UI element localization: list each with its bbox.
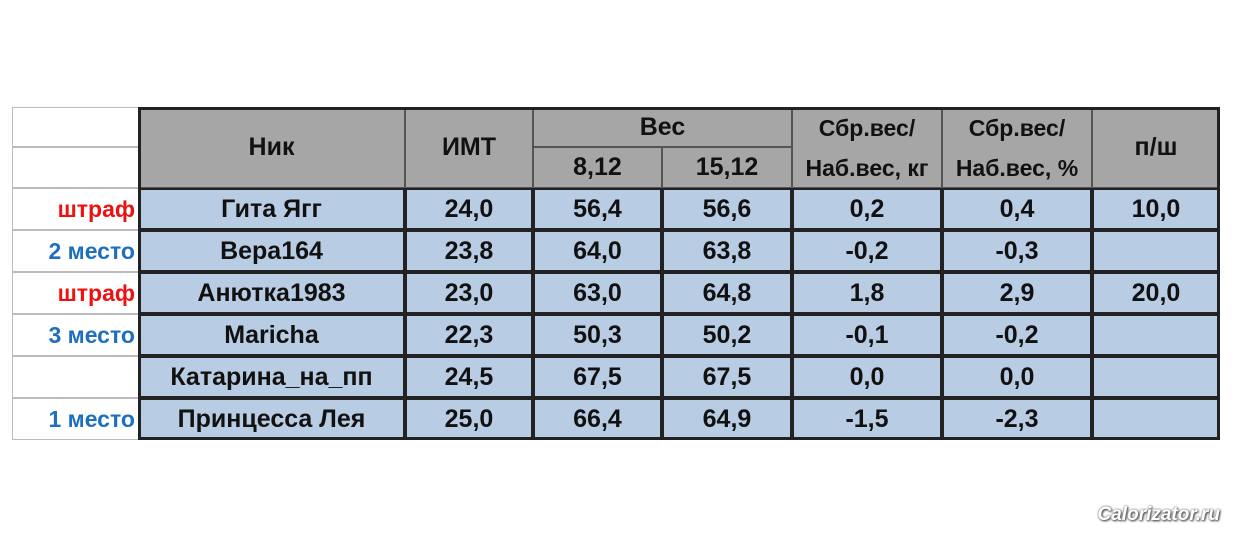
bmi-cell: 24,5 — [405, 356, 533, 398]
nick-cell: Катарина_на_пп — [138, 356, 405, 398]
change-kg-cell: 0,0 — [792, 356, 942, 398]
weight-cell: 67,5 — [662, 356, 792, 398]
nick-cell: Вера164 — [138, 230, 405, 272]
change-pct-cell: 0,4 — [942, 188, 1092, 230]
penalty-cell — [1092, 356, 1220, 398]
change-kg-cell: -0,2 — [792, 230, 942, 272]
weight-cell: 56,4 — [533, 188, 662, 230]
header-cell: Сбр.вес/Наб.вес, % — [942, 107, 1092, 188]
status-cell: 2 место — [12, 230, 138, 272]
change-kg-cell: 1,8 — [792, 272, 942, 314]
change-pct-cell: -2,3 — [942, 398, 1092, 440]
weight-cell: 67,5 — [533, 356, 662, 398]
change-kg-cell: 0,2 — [792, 188, 942, 230]
header-line: Сбр.вес/ — [968, 114, 1066, 141]
header-cell: Сбр.вес/Наб.вес, кг — [792, 107, 942, 188]
penalty-cell — [1092, 230, 1220, 272]
header-line: Наб.вес, % — [955, 154, 1079, 181]
header-cell: 15,12 — [662, 147, 792, 188]
weight-cell: 63,0 — [533, 272, 662, 314]
header-cell: ИМТ — [405, 107, 533, 188]
weight-cell: 50,3 — [533, 314, 662, 356]
change-pct-cell: -0,2 — [942, 314, 1092, 356]
header-cell: Ник — [138, 107, 405, 188]
status-cell: 3 место — [12, 314, 138, 356]
bmi-cell: 22,3 — [405, 314, 533, 356]
blank-cell — [12, 107, 138, 147]
weight-cell: 64,0 — [533, 230, 662, 272]
change-kg-cell: -0,1 — [792, 314, 942, 356]
change-pct-cell: 2,9 — [942, 272, 1092, 314]
header-cell: 8,12 — [533, 147, 662, 188]
header-cell: Вес — [533, 107, 792, 147]
nick-cell: Гита Ягг — [138, 188, 405, 230]
header-line: Наб.вес, кг — [805, 154, 929, 181]
weight-cell: 50,2 — [662, 314, 792, 356]
change-pct-cell: -0,3 — [942, 230, 1092, 272]
weight-cell: 66,4 — [533, 398, 662, 440]
weight-cell: 64,9 — [662, 398, 792, 440]
header-cell: п/ш — [1092, 107, 1220, 188]
weight-cell: 56,6 — [662, 188, 792, 230]
status-cell — [12, 356, 138, 398]
nick-cell: Анютка1983 — [138, 272, 405, 314]
bmi-cell: 23,0 — [405, 272, 533, 314]
nick-cell: Maricha — [138, 314, 405, 356]
nick-cell: Принцесса Лея — [138, 398, 405, 440]
bmi-cell: 23,8 — [405, 230, 533, 272]
status-cell: штраф — [12, 188, 138, 230]
blank-cell — [12, 147, 138, 188]
status-cell: штраф — [12, 272, 138, 314]
penalty-cell: 20,0 — [1092, 272, 1220, 314]
weight-cell: 63,8 — [662, 230, 792, 272]
penalty-cell — [1092, 314, 1220, 356]
status-cell: 1 место — [12, 398, 138, 440]
change-kg-cell: -1,5 — [792, 398, 942, 440]
penalty-cell: 10,0 — [1092, 188, 1220, 230]
bmi-cell: 25,0 — [405, 398, 533, 440]
header-line: Сбр.вес/ — [818, 114, 916, 141]
change-pct-cell: 0,0 — [942, 356, 1092, 398]
penalty-cell — [1092, 398, 1220, 440]
weight-cell: 64,8 — [662, 272, 792, 314]
bmi-cell: 24,0 — [405, 188, 533, 230]
watermark: Calorizator.ru — [1097, 504, 1220, 525]
